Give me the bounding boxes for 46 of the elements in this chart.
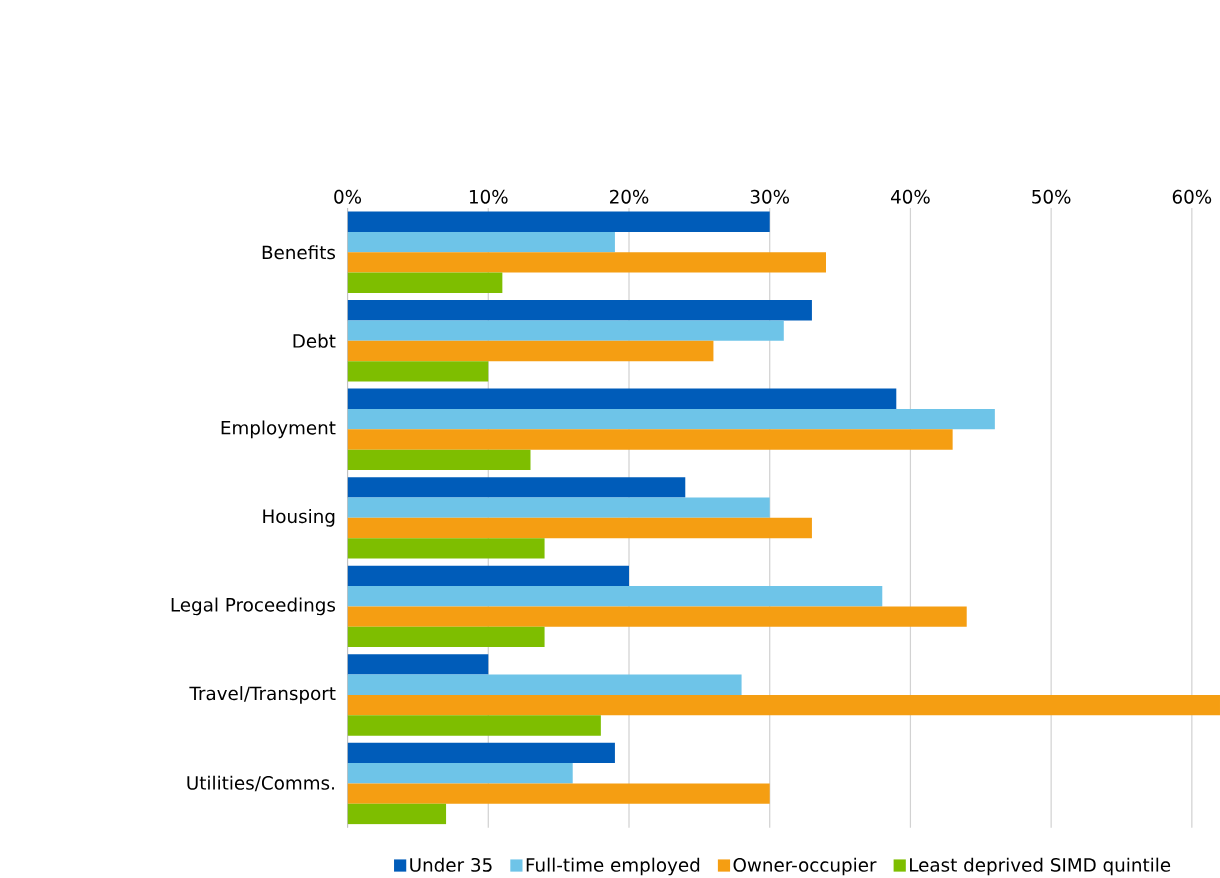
y-tick-label: Travel/Transport	[189, 685, 336, 704]
bar	[347, 408, 995, 430]
bar	[347, 320, 784, 341]
bar	[347, 538, 545, 559]
bar	[347, 211, 770, 232]
y-tick-label: Employment	[221, 420, 336, 439]
y-tick-label: Legal Proceedings	[171, 597, 336, 616]
bar	[347, 361, 489, 382]
bar	[347, 477, 686, 498]
x-tick-label: 20%	[609, 189, 649, 204]
y-tick-label: Utilities/Comms.	[187, 775, 334, 792]
bar	[347, 694, 1220, 716]
bar	[347, 449, 531, 470]
x-tick-label: 0%	[334, 189, 362, 204]
x-tick-label: 60%	[1172, 189, 1212, 204]
x-tick-label: 10%	[469, 189, 508, 204]
bar	[347, 429, 953, 450]
bar	[347, 299, 812, 321]
bar	[347, 497, 770, 518]
y-tick-label: Housing	[263, 508, 335, 527]
bar	[347, 742, 615, 763]
y-tick-label: Benefits	[262, 245, 336, 260]
bar	[347, 803, 447, 825]
bar	[347, 674, 742, 695]
x-tick-label: 30%	[750, 189, 790, 204]
legend-label: Under 35	[410, 857, 492, 872]
bar	[347, 340, 714, 362]
bar	[347, 762, 573, 784]
bar	[347, 517, 812, 539]
bar	[347, 626, 545, 647]
legend-label: Least deprived SIMD quintile	[910, 857, 1171, 876]
legend-label: Full-time employed	[526, 857, 700, 876]
bar	[347, 783, 770, 804]
x-tick-label: 50%	[1032, 189, 1071, 204]
y-tick-label: Debt	[293, 333, 336, 348]
bar	[347, 252, 826, 273]
bar	[347, 715, 601, 736]
bar	[347, 565, 629, 586]
bar	[347, 231, 615, 253]
bar	[347, 654, 489, 675]
bar	[347, 606, 967, 627]
x-tick-label: 40%	[890, 189, 930, 204]
legend-label: Owner-occupier	[733, 857, 877, 876]
bar	[347, 585, 883, 607]
bar	[347, 388, 897, 409]
bar	[347, 272, 503, 293]
